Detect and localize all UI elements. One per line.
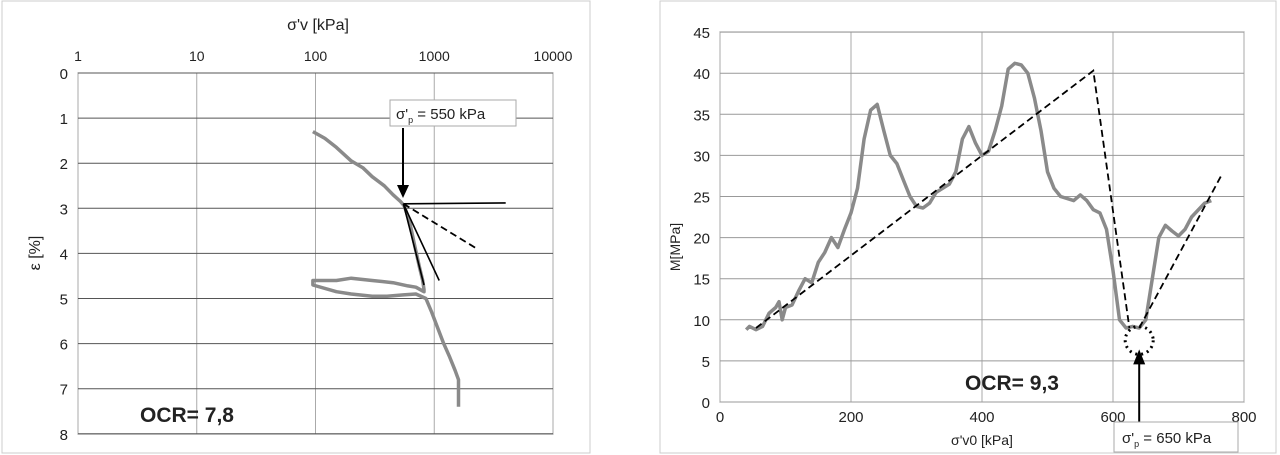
x-tick-label: 1 <box>74 48 82 64</box>
y-tick-label: 2 <box>60 156 68 173</box>
preconsolidation-label-box <box>1113 421 1239 453</box>
y-tick-label: 3 <box>60 201 68 218</box>
y-axis-label: ε [%] <box>27 236 44 271</box>
y-tick-label: 4 <box>60 246 68 263</box>
series-line-1 <box>403 202 506 205</box>
pc-arrow-head <box>397 185 409 198</box>
y-tick-label: 7 <box>60 382 68 399</box>
series-line-2 <box>402 203 478 250</box>
left-panel-frame <box>1 0 591 454</box>
x-tick-label: 10000 <box>534 48 573 64</box>
preconsolidation-circle <box>1123 324 1155 356</box>
ocr-label: OCR= 9,3 <box>965 372 1059 395</box>
preconsolidation-label: σ'p = 550 kPa <box>396 106 486 125</box>
y-tick-label: 20 <box>693 231 710 248</box>
x-tick-label: 400 <box>969 409 994 426</box>
y-tick-label: 1 <box>60 111 68 128</box>
modulus-chart: σ'v0 [kPa] M[MPa] 0 200 400 600 800051015202… <box>667 25 1257 453</box>
y-tick-label: 25 <box>693 190 710 207</box>
y-tick-label: 30 <box>693 148 710 165</box>
series-line-2 <box>1138 175 1222 329</box>
y-tick-label: 45 <box>693 25 710 42</box>
series-line-0 <box>744 61 1212 332</box>
y-tick-label: 40 <box>693 66 710 83</box>
y-tick-label: 35 <box>693 107 710 124</box>
x-axis-label: σ'v [kPa] <box>287 17 349 34</box>
x-tick-label: 200 <box>838 409 863 426</box>
ocr-label: OCR= 7,8 <box>140 404 234 427</box>
y-tick-label: 15 <box>693 272 710 289</box>
y-tick-label: 10 <box>693 313 710 330</box>
y-tick-label: 0 <box>60 66 68 83</box>
series-line-4 <box>402 203 440 281</box>
preconsolidation-label-box <box>389 99 517 127</box>
y-tick-label: 6 <box>60 337 68 354</box>
series-line-1 <box>755 69 1131 329</box>
y-tick-label: 0 <box>702 395 710 412</box>
y-tick-label: 5 <box>702 354 710 371</box>
series-line-0 <box>311 130 461 407</box>
pc-arrow-head <box>1133 349 1146 365</box>
x-axis-label: σ'v0 [kPa] <box>951 432 1013 448</box>
x-tick-label: 0 <box>716 409 724 426</box>
x-tick-label: 1000 <box>419 48 450 64</box>
oedometer-chart: σ'v [kPa] ε [%] 1 10 100 1000 10000012345678… <box>27 17 573 444</box>
y-axis-label: M[MPa] <box>667 223 683 271</box>
preconsolidation-label: σ'p = 650 kPa <box>1122 430 1212 449</box>
series-line-3 <box>402 203 425 286</box>
y-tick-label: 8 <box>60 427 68 444</box>
y-tick-label: 5 <box>60 292 68 309</box>
x-tick-label: 100 <box>304 48 328 64</box>
x-tick-label: 10 <box>189 48 205 64</box>
right-panel-frame <box>659 0 1277 454</box>
